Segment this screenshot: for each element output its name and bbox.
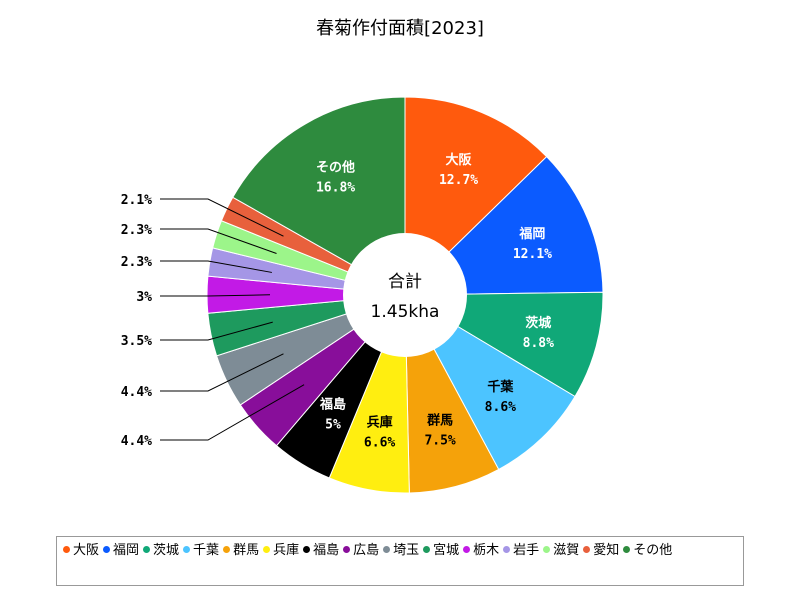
center-value: 1.45kha: [371, 302, 440, 322]
legend-dot: [383, 546, 391, 553]
legend-item-愛知: 愛知: [583, 541, 619, 561]
legend-label: 福島: [313, 543, 340, 558]
slice-value-千葉: 8.6%: [485, 400, 516, 415]
legend-dot: [223, 546, 231, 553]
legend-dot: [463, 546, 471, 553]
slice-name-大阪: 大阪: [446, 152, 473, 168]
slice-name-兵庫: 兵庫: [367, 415, 393, 431]
slice-value-福島: 5%: [325, 418, 341, 433]
outer-label-広島: 4.4%: [121, 434, 152, 449]
outer-label-栃木: 3%: [136, 290, 152, 305]
legend-label: 栃木: [473, 543, 500, 558]
legend-label: その他: [633, 543, 673, 558]
legend-item-兵庫: 兵庫: [263, 541, 299, 561]
callout-line-愛知: [160, 198, 284, 237]
legend-item-茨城: 茨城: [143, 541, 179, 561]
slice-name-茨城: 茨城: [525, 315, 551, 331]
legend-item-千葉: 千葉: [183, 541, 219, 561]
outer-label-滋賀: 2.3%: [121, 223, 152, 238]
legend-label: 大阪: [73, 543, 100, 558]
callout-line-栃木: [160, 294, 271, 297]
outer-label-愛知: 2.1%: [121, 193, 152, 208]
legend-label: 埼玉: [393, 543, 420, 558]
legend-item-福岡: 福岡: [103, 541, 139, 561]
callout-line-宮城: [160, 321, 273, 341]
legend-label: 群馬: [233, 543, 260, 558]
slice-value-福岡: 12.1%: [513, 247, 552, 262]
legend-dot: [263, 546, 271, 553]
legend-item-その他: その他: [623, 541, 672, 561]
outer-label-岩手: 2.3%: [121, 255, 152, 270]
slice-value-茨城: 8.8%: [523, 336, 554, 351]
legend-item-岩手: 岩手: [503, 541, 539, 561]
callout-line-広島: [160, 384, 305, 441]
legend-label: 福岡: [113, 543, 140, 558]
legend-dot: [343, 546, 351, 553]
legend-label: 茨城: [153, 543, 180, 558]
callout-line-埼玉: [160, 353, 284, 392]
slice-name-福島: 福島: [319, 397, 346, 413]
legend-dot: [543, 546, 551, 553]
legend-dot: [583, 546, 591, 553]
legend-dot: [623, 546, 631, 553]
slice-value-大阪: 12.7%: [439, 173, 478, 188]
legend-item-埼玉: 埼玉: [383, 541, 419, 561]
slice-value-群馬: 7.5%: [424, 433, 455, 448]
slice-name-群馬: 群馬: [427, 412, 453, 428]
legend-item-栃木: 栃木: [463, 541, 499, 561]
slice-name-千葉: 千葉: [487, 379, 514, 395]
legend-dot: [63, 546, 70, 553]
outer-label-宮城: 3.5%: [121, 334, 152, 349]
legend-dot: [423, 546, 431, 553]
outer-label-埼玉: 4.4%: [121, 385, 152, 400]
legend-dot: [103, 546, 111, 553]
legend-label: 宮城: [433, 543, 460, 558]
slice-value-その他: 16.8%: [316, 181, 355, 196]
legend-item-滋賀: 滋賀: [543, 541, 579, 561]
slice-その他: [232, 96, 406, 296]
legend-item-広島: 広島: [343, 541, 379, 561]
legend-label: 兵庫: [273, 543, 300, 558]
legend-label: 滋賀: [553, 543, 580, 558]
legend: 大阪 福岡 茨城 千葉 群馬 兵庫 福島 広島 埼玉 宮城 栃木 岩手 滋賀 愛知 その他: [56, 536, 744, 586]
callout-line-岩手: [160, 260, 272, 273]
callout-line-滋賀: [160, 228, 277, 254]
legend-label: 広島: [353, 543, 380, 558]
center-hole: [343, 233, 467, 357]
legend-item-福島: 福島: [303, 541, 339, 561]
slice-name-その他: その他: [316, 160, 355, 176]
legend-dot: [143, 546, 151, 553]
slice-value-兵庫: 6.6%: [364, 436, 395, 451]
chart-title: 春菊作付面積[2023]: [316, 18, 484, 39]
legend-item-大阪: 大阪: [63, 541, 99, 561]
legend-item-群馬: 群馬: [223, 541, 259, 561]
legend-label: 岩手: [513, 543, 540, 558]
center-label: 合計: [388, 272, 422, 292]
legend-label: 千葉: [193, 543, 220, 558]
legend-dot: [503, 546, 511, 553]
pie-labels: 大阪 12.7% 福岡 12.1% 茨城 8.8% 千葉 8.6% 群馬 7.5% 兵庫 6.6% 福島…: [121, 152, 554, 451]
slice-name-福岡: 福岡: [518, 226, 545, 242]
legend-dot: [303, 546, 311, 553]
legend-label: 愛知: [593, 543, 620, 558]
legend-item-宮城: 宮城: [423, 541, 459, 561]
legend-dot: [183, 546, 191, 553]
